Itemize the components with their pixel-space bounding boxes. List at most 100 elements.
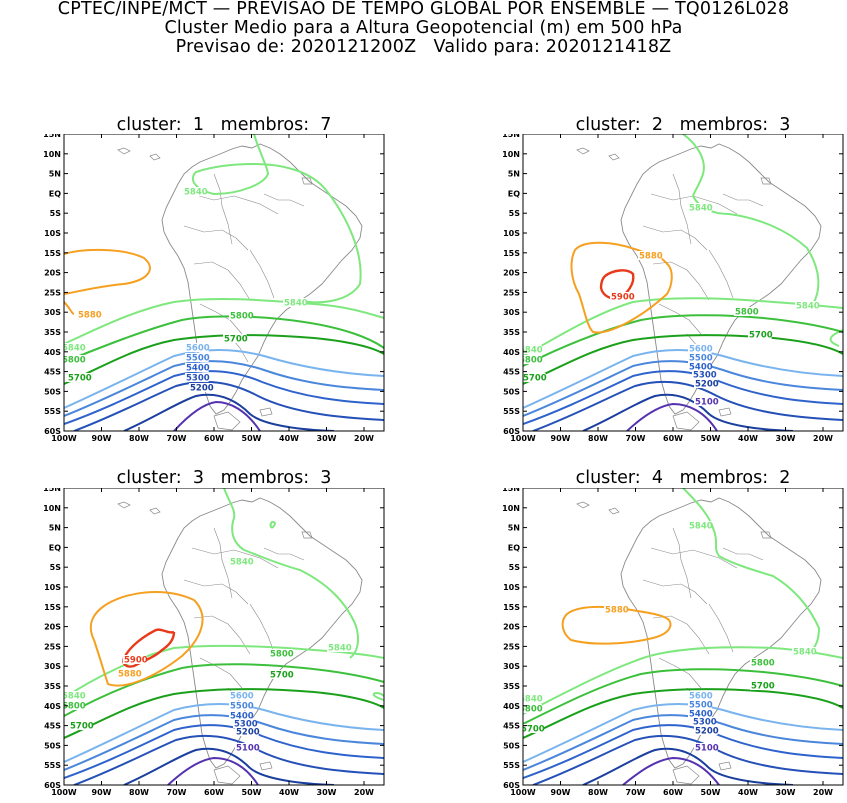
lat-tick-label: 55S [44, 761, 61, 770]
lat-tick-label: 20S [44, 269, 61, 278]
contour-label: 5840 [328, 644, 352, 654]
contour-label: 5900 [124, 656, 148, 666]
lat-tick-label: 10S [44, 229, 61, 238]
island-outline [117, 147, 131, 155]
lat-tick-label: 45S [44, 722, 61, 731]
contour-label-bg [688, 203, 712, 212]
island-outline [213, 765, 241, 785]
contour-label-bg [67, 373, 91, 382]
contour-label-bg [688, 344, 712, 353]
lat-tick-label: 5N [49, 170, 61, 179]
contour-line [64, 703, 384, 763]
lat-tick-label: EQ [49, 189, 61, 198]
country-border [708, 249, 734, 299]
contour-label: 5100 [236, 744, 260, 754]
contour-label: 5800 [735, 308, 759, 318]
contour-label-bg [795, 301, 819, 310]
contour-label: 5700 [224, 335, 248, 345]
contour-label: 5400 [230, 712, 254, 722]
contour-line [561, 605, 672, 645]
contour-label: 5840 [184, 188, 208, 198]
contour-label-bg [604, 605, 628, 614]
lat-tick-label: 15N [43, 488, 61, 493]
map-panel-1: 5840 5880 5840 5800 5700 5840 5800 560055005400… [43, 134, 385, 443]
contour-label: 5840 [689, 204, 713, 214]
contour-label: 5700 [521, 725, 545, 735]
contour-line [64, 724, 384, 779]
contour-label: 5500 [186, 354, 210, 364]
contour-label-bg [235, 727, 259, 736]
contour-line [523, 334, 843, 385]
country-border [722, 547, 764, 561]
country-border [263, 547, 305, 561]
contour-label-bg [688, 709, 712, 718]
contour-label-bg [734, 307, 758, 316]
contour-label-bg [523, 694, 542, 703]
contour-line [73, 380, 384, 431]
lat-tick-label: 50S [503, 741, 520, 750]
lon-tick-label: 50W [242, 434, 262, 443]
contour-label: 5840 [62, 692, 86, 702]
contour-line [167, 757, 259, 785]
lat-tick-label: 10N [502, 504, 520, 513]
island-outline [259, 761, 273, 771]
contour-label: 5300 [186, 374, 210, 384]
contour-label: 5200 [236, 728, 260, 738]
island-outline [301, 177, 313, 185]
contour-label: 5300 [693, 371, 717, 381]
contour-label: 5200 [190, 384, 214, 394]
lon-tick-label: 20W [354, 788, 374, 797]
contour-label: 5400 [689, 710, 713, 720]
contour-label-bg [688, 353, 712, 362]
contour-label-bg [692, 717, 716, 726]
lat-tick-label: 25S [503, 642, 520, 651]
contour-label: 5500 [689, 701, 713, 711]
contour-line [123, 747, 335, 785]
lon-tick-label: 100W [51, 788, 77, 797]
contour-label: 5700 [70, 722, 94, 732]
contour-line [64, 297, 384, 345]
lat-tick-label: 15N [43, 134, 61, 139]
island-outline [576, 147, 590, 155]
contour-line [582, 747, 794, 785]
contour-label-bg [523, 373, 546, 382]
country-border [650, 547, 738, 569]
contour-line [523, 360, 843, 417]
map-panel-3: 5840590058805840580057005840580056005500… [43, 488, 385, 797]
contour-label: 5200 [695, 727, 719, 737]
island-outline [149, 507, 161, 515]
contour-label: 5840 [230, 558, 254, 568]
contour-line [64, 248, 151, 315]
lat-tick-label: 20S [503, 623, 520, 632]
lat-tick-label: 50S [503, 387, 520, 396]
contour-label-bg [523, 704, 542, 713]
contour-label-bg [523, 355, 542, 364]
lat-tick-label: 55S [503, 407, 520, 416]
contour-label-bg [64, 691, 85, 700]
country-border [183, 579, 249, 605]
island-outline [760, 177, 772, 185]
lon-tick-label: 50W [701, 434, 721, 443]
lat-tick-label: 10S [44, 583, 61, 592]
contour-line [523, 349, 843, 409]
lon-tick-label: 30W [776, 434, 796, 443]
country-border [193, 261, 251, 301]
lon-tick-label: 60W [663, 788, 683, 797]
contour-label-bg [283, 298, 307, 307]
lat-tick-label: 15N [502, 488, 520, 493]
contour-label: 5800 [751, 659, 775, 669]
lat-tick-label: 10N [502, 150, 520, 159]
contour-label-bg [688, 700, 712, 709]
contour-line [523, 668, 843, 725]
contour-label: 5800 [230, 312, 254, 322]
contour-label-bg [64, 701, 85, 710]
lat-tick-label: EQ [508, 543, 520, 552]
contour-label: 5800 [270, 650, 294, 660]
lat-tick-label: 5N [508, 170, 520, 179]
lon-tick-label: 100W [510, 788, 536, 797]
contour-line [64, 688, 384, 739]
lon-tick-label: 30W [317, 434, 337, 443]
lat-tick-label: 5N [508, 524, 520, 533]
island-outline [718, 761, 732, 771]
contour-label: 5840 [793, 648, 817, 658]
